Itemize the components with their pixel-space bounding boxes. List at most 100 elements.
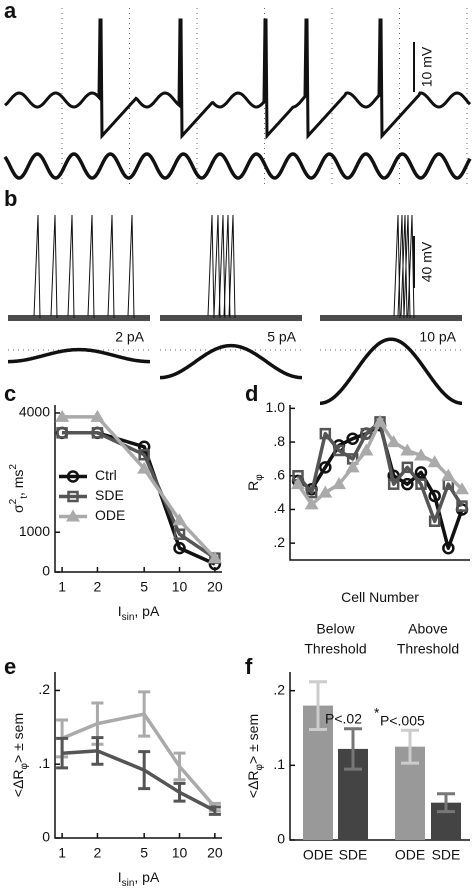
error-bar <box>91 736 104 766</box>
label-part: sin <box>122 612 135 623</box>
legend-label: ODE <box>95 507 125 523</box>
spike <box>207 214 215 319</box>
legend-marker <box>67 490 79 503</box>
marker <box>137 461 152 474</box>
y-axis-label: σ2t, ms2 <box>8 464 30 513</box>
panel-label: a <box>4 0 17 23</box>
label-part: φ <box>254 474 265 481</box>
marker <box>172 513 187 526</box>
y-tick-label: 4000 <box>19 404 50 420</box>
y-tick-label: 0 <box>42 829 50 845</box>
y-tick-label: .8 <box>273 433 285 449</box>
marker <box>319 461 332 474</box>
series-line <box>61 712 217 809</box>
y-axis-label: Rφ <box>245 474 265 491</box>
error-bar <box>138 750 151 791</box>
spike <box>87 214 95 319</box>
marker <box>346 432 359 445</box>
marker <box>319 427 332 440</box>
current-trace <box>8 347 150 364</box>
spike <box>393 214 401 319</box>
x-tick-label: 1 <box>58 579 66 595</box>
panel-label: f <box>245 654 253 679</box>
label-part: Cell Number <box>341 589 419 605</box>
label-part: > ± sem <box>10 713 26 763</box>
x-axis-label: Isin, pA <box>118 603 160 623</box>
spike <box>107 214 115 319</box>
current-trace <box>320 337 462 405</box>
scale-label: 40 mV <box>419 241 435 282</box>
x-tick-label: SDE <box>432 847 461 863</box>
x-tick-label: 10 <box>172 579 188 595</box>
x-tick-label: SDE <box>339 847 368 863</box>
marker <box>137 440 151 453</box>
y-tick-label: .1 <box>273 756 285 772</box>
label-part: , ms <box>10 470 26 496</box>
label-part: 2 <box>8 464 19 470</box>
marker <box>427 455 442 468</box>
error-bar <box>437 792 455 814</box>
marker <box>455 482 469 495</box>
series-line <box>62 415 217 560</box>
x-axis-label: Isin, pA <box>118 869 160 889</box>
marker <box>456 500 468 512</box>
marker <box>415 478 427 490</box>
spike <box>33 214 41 319</box>
x-tick-label: ODE <box>303 847 333 863</box>
error-bar <box>56 736 69 770</box>
x-axis-label: Cell Number <box>341 589 419 605</box>
spike <box>228 214 236 319</box>
y-tick-label: 0 <box>42 563 50 579</box>
label-part: t <box>19 496 30 499</box>
label-part: , pA <box>134 869 160 885</box>
label-part: σ <box>10 504 26 513</box>
marker <box>304 497 319 510</box>
label-part: I <box>118 869 122 885</box>
legend-label: SDE <box>95 487 124 503</box>
y-axis-label: <ΔRφ> ± sem <box>245 714 265 798</box>
y-tick-label: 1000 <box>19 523 50 539</box>
x-tick-label: 2 <box>94 579 102 595</box>
spike <box>213 214 221 319</box>
error-bar <box>344 727 362 771</box>
y-tick-label: .2 <box>273 681 285 697</box>
x-tick-label: 2 <box>94 845 102 861</box>
axis <box>289 405 470 561</box>
x-tick-label: 20 <box>207 845 223 861</box>
label-part: <ΔR <box>10 769 26 797</box>
y-tick-label: 1.0 <box>266 399 286 415</box>
spike <box>67 214 75 319</box>
label-part: , pA <box>134 603 160 619</box>
marker <box>318 485 333 498</box>
marker <box>442 541 455 555</box>
marker <box>373 414 387 427</box>
marker <box>55 409 70 422</box>
group-label: Threshold <box>304 641 366 657</box>
panel-label: b <box>4 186 17 211</box>
panel-label: d <box>245 381 258 406</box>
annotation: * <box>374 705 380 721</box>
marker <box>207 551 222 564</box>
voltage-trace <box>3 18 472 140</box>
scale-label: 10 mV <box>419 46 435 87</box>
error-bar <box>138 690 151 738</box>
marker <box>333 444 345 457</box>
y-tick-label: .2 <box>273 534 285 550</box>
x-tick-label: 20 <box>207 579 223 595</box>
x-tick-label: 5 <box>140 579 148 595</box>
legend-label: Ctrl <box>95 467 117 483</box>
current-trace <box>3 152 472 180</box>
y-tick-label: .2 <box>38 681 50 697</box>
panel-label: e <box>4 654 16 679</box>
y-tick-label: .4 <box>273 500 285 516</box>
spike <box>50 214 58 319</box>
label-part: > ± sem <box>245 714 261 764</box>
marker <box>56 427 68 439</box>
marker <box>90 409 105 422</box>
error-bar <box>173 781 186 803</box>
label-part: φ <box>254 763 265 770</box>
x-tick-label: 10 <box>172 845 188 861</box>
label-part: <ΔR <box>245 770 261 798</box>
label-part: 2 <box>8 498 19 504</box>
